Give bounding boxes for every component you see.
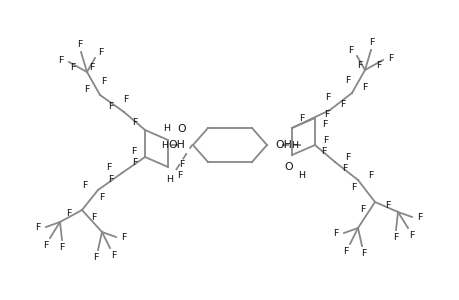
Text: F: F — [132, 158, 137, 166]
Text: H: H — [161, 140, 168, 149]
Text: F: F — [351, 184, 356, 193]
Text: F: F — [385, 202, 390, 211]
Text: F: F — [357, 61, 362, 70]
Text: F: F — [106, 163, 112, 172]
Text: F: F — [392, 233, 398, 242]
Text: F: F — [333, 229, 338, 238]
Text: F: F — [66, 209, 72, 218]
Text: F: F — [101, 76, 106, 85]
Text: F: F — [321, 146, 326, 155]
Text: F: F — [409, 232, 414, 241]
Text: F: F — [375, 61, 381, 70]
Text: F: F — [299, 113, 304, 122]
Text: H: H — [163, 124, 170, 133]
Text: F: F — [99, 194, 105, 202]
Text: F: F — [360, 250, 366, 259]
Text: F: F — [322, 119, 327, 128]
Text: F: F — [131, 146, 136, 155]
Text: F: F — [359, 206, 365, 214]
Text: O: O — [284, 162, 293, 172]
Text: F: F — [369, 38, 374, 46]
Text: F: F — [387, 53, 393, 62]
Text: F: F — [108, 175, 113, 184]
Text: F: F — [345, 152, 350, 161]
Text: F: F — [111, 251, 117, 260]
Text: F: F — [323, 136, 328, 145]
Text: F: F — [342, 248, 348, 256]
Text: H: H — [291, 140, 298, 149]
Text: F: F — [325, 92, 330, 101]
Text: H: H — [166, 175, 173, 184]
Text: F: F — [362, 82, 367, 91]
Text: F: F — [93, 254, 99, 262]
Text: F: F — [82, 181, 88, 190]
Text: F: F — [77, 40, 83, 49]
Text: F: F — [58, 56, 63, 64]
Text: OH: OH — [274, 140, 291, 150]
Text: F: F — [108, 101, 113, 110]
Text: F: F — [123, 94, 129, 103]
Text: F: F — [70, 62, 76, 71]
Text: F: F — [340, 100, 345, 109]
Text: O: O — [177, 124, 186, 134]
Text: F: F — [132, 118, 137, 127]
Text: OH: OH — [168, 140, 185, 150]
Text: F: F — [121, 232, 126, 242]
Text: F: F — [91, 214, 96, 223]
Text: F: F — [43, 242, 49, 250]
Text: F: F — [416, 212, 422, 221]
Text: F: F — [59, 244, 65, 253]
Text: F: F — [35, 223, 40, 232]
Text: F: F — [368, 172, 373, 181]
Text: F: F — [341, 164, 347, 172]
Text: F: F — [347, 46, 353, 55]
Text: F: F — [324, 110, 329, 118]
Text: F: F — [84, 85, 90, 94]
Text: F: F — [89, 62, 95, 71]
Text: F: F — [179, 160, 184, 169]
Text: F: F — [98, 47, 103, 56]
Text: F: F — [345, 76, 350, 85]
Text: F: F — [177, 170, 182, 179]
Text: H: H — [298, 170, 305, 179]
